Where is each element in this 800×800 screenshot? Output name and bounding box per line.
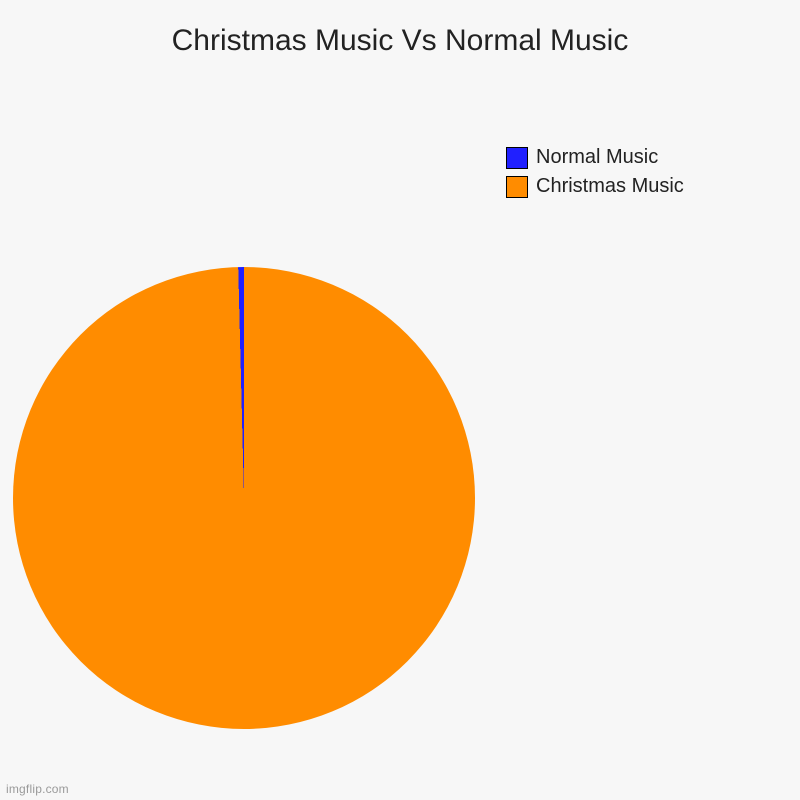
legend-item-christmas-music: Christmas Music [506, 175, 684, 198]
legend-swatch [506, 176, 528, 198]
legend-label: Christmas Music [536, 175, 684, 198]
chart-title: Christmas Music Vs Normal Music [0, 24, 800, 58]
watermark: imgflip.com [6, 782, 69, 796]
legend: Normal Music Christmas Music [506, 146, 684, 204]
legend-label: Normal Music [536, 146, 658, 169]
legend-swatch [506, 147, 528, 169]
pie-disc [13, 267, 475, 729]
pie-chart [13, 267, 475, 729]
legend-item-normal-music: Normal Music [506, 146, 684, 169]
